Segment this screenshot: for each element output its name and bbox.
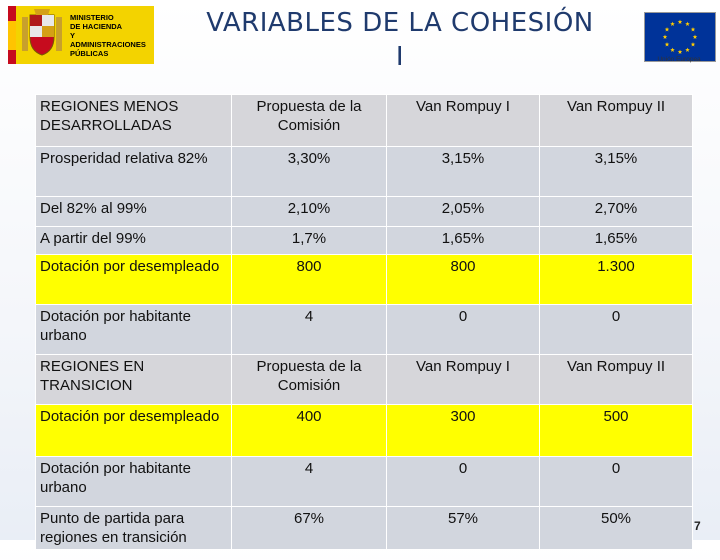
table-cell: 50% (539, 506, 693, 550)
row-label: Dotación por habitante urbano (35, 304, 232, 355)
row-label: Dotación por desempleado (35, 404, 232, 457)
section-header-label: REGIONES MENOS DESARROLLADAS (35, 94, 232, 147)
table-row: Prosperidad relativa 82% 3,30% 3,15% 3,1… (35, 146, 693, 197)
row-label: Dotación por desempleado (35, 254, 232, 305)
eu-star-icon (690, 27, 696, 32)
eu-star-icon (677, 49, 683, 54)
eu-star-icon (690, 42, 696, 47)
ministry-name-line: MINISTERIO (70, 12, 114, 22)
eu-star-icon (685, 47, 690, 52)
column-header: Van Rompuy II (539, 94, 693, 147)
table-cell: 3,30% (231, 146, 387, 197)
slide-title-line: VARIABLES DE LA COHESIÓN (206, 8, 594, 38)
table-cell: 0 (386, 456, 540, 507)
page-number: 7 (694, 519, 701, 533)
table-cell: 4 (231, 304, 387, 355)
table-cell: 300 (386, 404, 540, 457)
eu-star-icon (685, 21, 690, 26)
table-row: Dotación por habitante urbano 4 0 0 (35, 304, 693, 355)
eu-flag-icon (644, 12, 716, 62)
table-row-highlighted: Dotación por desempleado 400 300 500 (35, 404, 693, 457)
table-cell: 2,70% (539, 196, 693, 227)
table-header-row: REGIONES EN TRANSICION Propuesta de la C… (35, 354, 693, 405)
table-cell: 0 (386, 304, 540, 355)
column-header: Van Rompuy I (386, 94, 540, 147)
eu-caption: Unión Europea (657, 56, 701, 63)
table-cell: 3,15% (386, 146, 540, 197)
table-cell: 500 (539, 404, 693, 457)
column-header: Propuesta de la Comisión (231, 94, 387, 147)
cohesion-variables-table: REGIONES MENOS DESARROLLADAS Propuesta d… (35, 94, 693, 550)
table-cell: 57% (386, 506, 540, 550)
row-label: Prosperidad relativa 82% (35, 146, 232, 197)
slide-header: MINISTERIO DE HACIENDA Y ADMINISTRACIONE… (0, 0, 720, 92)
table-cell: 1,65% (539, 226, 693, 255)
eu-star-icon (662, 34, 668, 39)
row-label: A partir del 99% (35, 226, 232, 255)
eu-star-icon (677, 19, 683, 24)
table-cell: 1,65% (386, 226, 540, 255)
column-header: Van Rompuy II (539, 354, 693, 405)
table-cell: 2,10% (231, 196, 387, 227)
table-row: Del 82% al 99% 2,10% 2,05% 2,70% (35, 196, 693, 227)
ministry-name: MINISTERIO DE HACIENDA Y ADMINISTRACIONE… (70, 13, 150, 58)
ministry-name-line: PÚBLICAS (70, 48, 109, 58)
table-cell: 800 (231, 254, 387, 305)
table-cell: 2,05% (386, 196, 540, 227)
table-row: Punto de partida para regiones en transi… (35, 506, 693, 550)
row-label: Dotación por habitante urbano (35, 456, 232, 507)
table-cell: 0 (539, 456, 693, 507)
table-cell: 4 (231, 456, 387, 507)
table-header-row: REGIONES MENOS DESARROLLADAS Propuesta d… (35, 94, 693, 147)
table-row-highlighted: Dotación por desempleado 800 800 1.300 (35, 254, 693, 305)
section-header-label: REGIONES EN TRANSICION (35, 354, 232, 405)
table-cell: 1.300 (539, 254, 693, 305)
ministry-logo: MINISTERIO DE HACIENDA Y ADMINISTRACIONE… (8, 6, 154, 64)
table-cell: 800 (386, 254, 540, 305)
row-label: Punto de partida para regiones en transi… (35, 506, 232, 550)
coat-of-arms-icon (22, 9, 62, 56)
slide-title: VARIABLES DE LA COHESIÓN I (170, 6, 630, 74)
eu-star-icon (664, 27, 670, 32)
spain-flag-stripe (8, 6, 16, 64)
eu-star-icon (664, 42, 670, 47)
eu-star-icon (670, 47, 675, 52)
column-header: Van Rompuy I (386, 354, 540, 405)
table-cell: 3,15% (539, 146, 693, 197)
table-cell: 0 (539, 304, 693, 355)
column-header: Propuesta de la Comisión (231, 354, 387, 405)
table-cell: 1,7% (231, 226, 387, 255)
eu-star-icon (692, 34, 698, 39)
ministry-name-line: DE HACIENDA (70, 21, 123, 31)
table-row: Dotación por habitante urbano 4 0 0 (35, 456, 693, 507)
table-cell: 67% (231, 506, 387, 550)
row-label: Del 82% al 99% (35, 196, 232, 227)
slide-title-line: I (395, 42, 405, 72)
table-cell: 400 (231, 404, 387, 457)
table-row: A partir del 99% 1,7% 1,65% 1,65% (35, 226, 693, 255)
ministry-name-line: Y ADMINISTRACIONES (70, 30, 146, 49)
eu-star-icon (670, 21, 675, 26)
